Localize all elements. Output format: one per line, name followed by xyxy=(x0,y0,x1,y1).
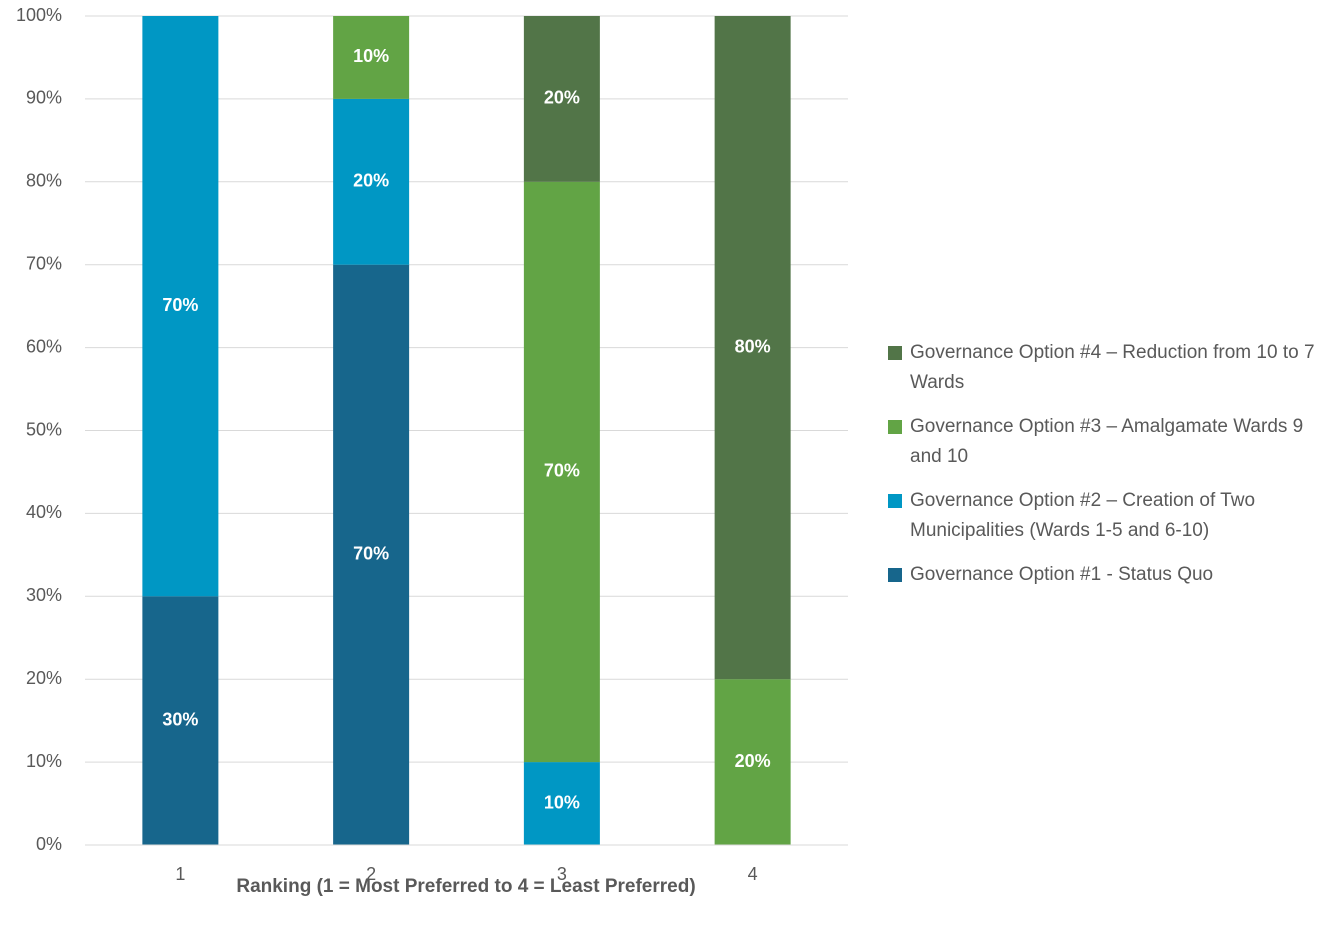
legend-item: Governance Option #1 - Status Quo xyxy=(888,560,1318,590)
legend-label: Governance Option #4 – Reduction from 10… xyxy=(910,342,1315,393)
legend-label: Governance Option #3 – Amalgamate Wards … xyxy=(910,416,1304,467)
bar-segment xyxy=(142,596,219,845)
y-tick-label: 40% xyxy=(26,502,62,522)
y-tick-label: 50% xyxy=(26,419,62,439)
data-label: 70% xyxy=(353,544,389,564)
legend-label: Governance Option #1 - Status Quo xyxy=(910,564,1214,585)
legend-item: Governance Option #3 – Amalgamate Wards … xyxy=(888,412,1318,472)
legend-label: Governance Option #2 – Creation of Two M… xyxy=(910,490,1256,541)
legend: Governance Option #4 – Reduction from 10… xyxy=(888,338,1318,604)
bar-segment xyxy=(714,16,791,680)
bar-segment xyxy=(333,264,410,845)
legend-swatch xyxy=(888,346,902,360)
y-tick-label: 0% xyxy=(36,834,62,854)
bar-segment xyxy=(523,181,600,763)
bar-segment xyxy=(523,762,600,845)
y-tick-label: 100% xyxy=(16,5,62,25)
data-label: 10% xyxy=(544,792,580,812)
data-label: 10% xyxy=(353,46,389,66)
x-tick-label: 2 xyxy=(366,864,376,884)
y-tick-label: 10% xyxy=(26,751,62,771)
legend-swatch xyxy=(888,420,902,434)
bar-segment xyxy=(523,16,600,182)
legend-swatch xyxy=(888,568,902,582)
bar-segment xyxy=(333,16,410,99)
legend-item: Governance Option #2 – Creation of Two M… xyxy=(888,486,1318,546)
y-tick-label: 90% xyxy=(26,88,62,108)
data-label: 80% xyxy=(735,336,771,356)
data-label: 20% xyxy=(353,171,389,191)
legend-swatch xyxy=(888,494,902,508)
y-tick-label: 80% xyxy=(26,171,62,191)
x-tick-label: 3 xyxy=(557,864,567,884)
bar-segment xyxy=(333,98,410,265)
bar-segment xyxy=(142,16,219,597)
x-tick-label: 4 xyxy=(748,864,758,884)
data-label: 70% xyxy=(544,461,580,481)
bar-segment xyxy=(714,679,791,845)
data-label: 20% xyxy=(735,751,771,771)
y-tick-label: 20% xyxy=(26,668,62,688)
legend-item: Governance Option #4 – Reduction from 10… xyxy=(888,338,1318,398)
data-label: 70% xyxy=(162,295,198,315)
x-axis-title: Ranking (1 = Most Preferred to 4 = Least… xyxy=(236,876,695,897)
y-tick-label: 30% xyxy=(26,585,62,605)
x-tick-label: 1 xyxy=(175,864,185,884)
data-label: 30% xyxy=(162,709,198,729)
y-tick-label: 60% xyxy=(26,336,62,356)
data-label: 20% xyxy=(544,88,580,108)
y-tick-label: 70% xyxy=(26,253,62,273)
